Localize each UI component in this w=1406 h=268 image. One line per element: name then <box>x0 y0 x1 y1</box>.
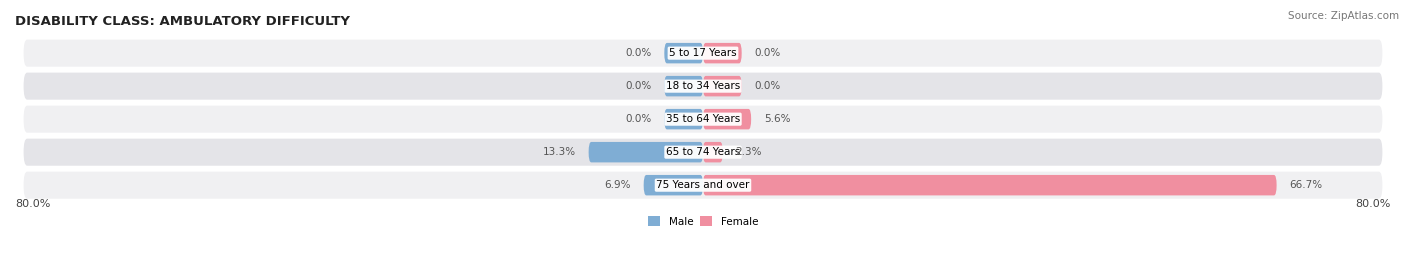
Text: Source: ZipAtlas.com: Source: ZipAtlas.com <box>1288 11 1399 21</box>
Text: 65 to 74 Years: 65 to 74 Years <box>666 147 740 157</box>
FancyBboxPatch shape <box>664 109 703 129</box>
FancyBboxPatch shape <box>24 106 1382 133</box>
FancyBboxPatch shape <box>664 76 703 96</box>
Text: 13.3%: 13.3% <box>543 147 575 157</box>
Text: 35 to 64 Years: 35 to 64 Years <box>666 114 740 124</box>
FancyBboxPatch shape <box>703 43 742 63</box>
Text: 18 to 34 Years: 18 to 34 Years <box>666 81 740 91</box>
Text: 2.3%: 2.3% <box>735 147 762 157</box>
Text: 66.7%: 66.7% <box>1289 180 1323 190</box>
Legend: Male, Female: Male, Female <box>644 212 762 231</box>
FancyBboxPatch shape <box>703 142 723 162</box>
FancyBboxPatch shape <box>664 43 703 63</box>
FancyBboxPatch shape <box>644 175 703 195</box>
FancyBboxPatch shape <box>703 76 742 96</box>
Text: 6.9%: 6.9% <box>605 180 631 190</box>
Text: 0.0%: 0.0% <box>755 81 780 91</box>
Text: 0.0%: 0.0% <box>626 81 651 91</box>
FancyBboxPatch shape <box>24 73 1382 100</box>
Text: 5.6%: 5.6% <box>763 114 790 124</box>
FancyBboxPatch shape <box>703 175 1277 195</box>
FancyBboxPatch shape <box>703 109 751 129</box>
Text: 80.0%: 80.0% <box>15 199 51 209</box>
Text: 75 Years and over: 75 Years and over <box>657 180 749 190</box>
Text: 0.0%: 0.0% <box>755 48 780 58</box>
FancyBboxPatch shape <box>24 139 1382 166</box>
Text: 0.0%: 0.0% <box>626 48 651 58</box>
Text: 5 to 17 Years: 5 to 17 Years <box>669 48 737 58</box>
FancyBboxPatch shape <box>24 172 1382 199</box>
FancyBboxPatch shape <box>24 40 1382 67</box>
FancyBboxPatch shape <box>589 142 703 162</box>
Text: 0.0%: 0.0% <box>626 114 651 124</box>
Text: 80.0%: 80.0% <box>1355 199 1391 209</box>
Text: DISABILITY CLASS: AMBULATORY DIFFICULTY: DISABILITY CLASS: AMBULATORY DIFFICULTY <box>15 15 350 28</box>
